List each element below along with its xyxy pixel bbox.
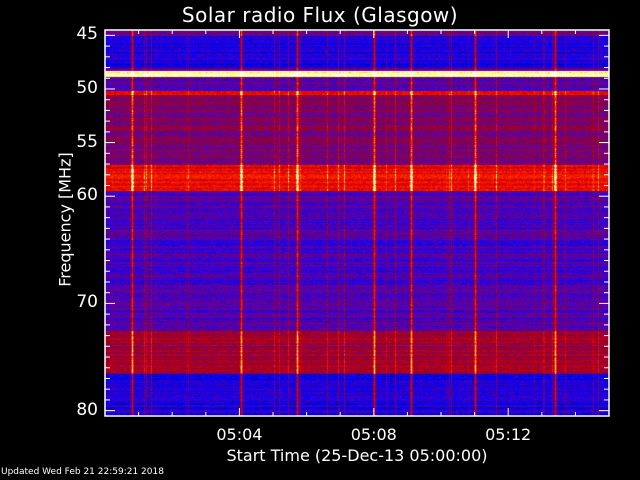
y-axis-title: Frequency [MHz] bbox=[55, 152, 75, 287]
spectrogram-heatmap bbox=[105, 30, 609, 416]
y-tick-label: 70 bbox=[76, 292, 98, 313]
plot-frame bbox=[104, 29, 610, 417]
chart-title: Solar radio Flux (Glasgow) bbox=[181, 3, 459, 27]
y-tick-label: 80 bbox=[76, 399, 98, 420]
y-tick-label: 60 bbox=[76, 185, 98, 206]
y-tick-label: 50 bbox=[76, 77, 98, 98]
x-tick-label: 05:04 bbox=[216, 425, 263, 444]
x-axis-title: Start Time (25-Dec-13 05:00:00) bbox=[226, 446, 488, 465]
y-tick-label: 45 bbox=[76, 24, 98, 45]
x-tick-label: 05:08 bbox=[350, 425, 397, 444]
x-tick-label: 05:12 bbox=[485, 425, 532, 444]
y-tick-label: 55 bbox=[76, 131, 98, 152]
updated-timestamp: Updated Wed Feb 21 22:59:21 2018 bbox=[1, 467, 164, 477]
